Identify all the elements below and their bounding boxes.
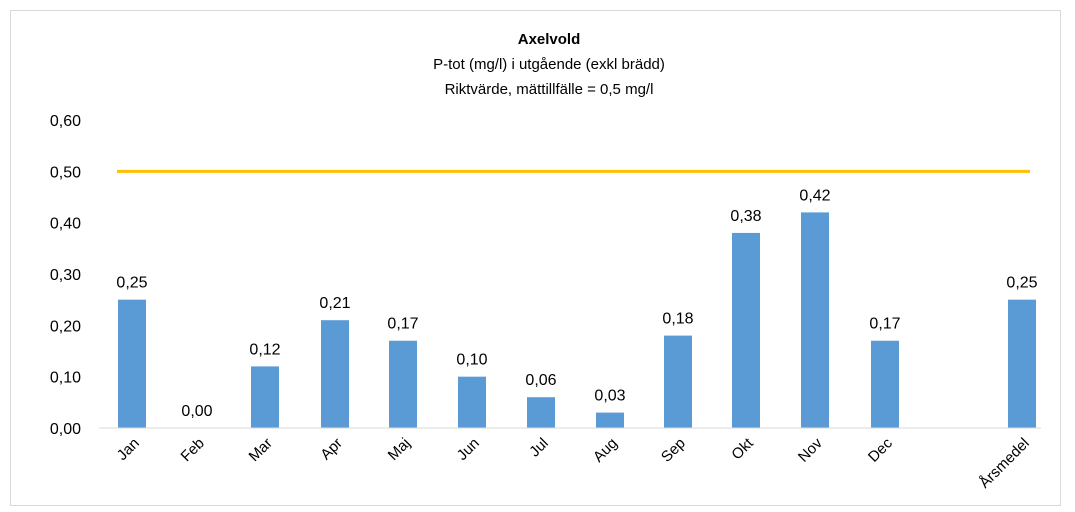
y-tick-label: 0,20 bbox=[50, 318, 81, 335]
data-label: 0,25 bbox=[116, 275, 147, 292]
chart-subtitle-line-1: P-tot (mg/l) i utgående (exkl brädd) bbox=[433, 56, 665, 73]
x-category-label: Nov bbox=[795, 434, 826, 465]
bar-chart: Axelvold P-tot (mg/l) i utgående (exkl b… bbox=[50, 31, 1041, 492]
x-category-label: Årsmedel bbox=[976, 435, 1033, 492]
data-label: 0,12 bbox=[249, 341, 280, 358]
x-category-label: Dec bbox=[865, 434, 896, 465]
x-category-label: Jan bbox=[114, 435, 143, 464]
x-category-label: Feb bbox=[178, 435, 208, 465]
data-label: 0,38 bbox=[730, 208, 761, 225]
y-tick-label: 0,60 bbox=[50, 113, 81, 130]
data-label: 0,42 bbox=[799, 187, 830, 204]
x-category-label: Apr bbox=[317, 435, 346, 464]
data-label: 0,21 bbox=[319, 295, 350, 312]
bar-okt bbox=[732, 232, 760, 428]
bar-jan bbox=[118, 299, 146, 428]
bar-dec bbox=[871, 340, 899, 428]
bar-apr bbox=[321, 320, 349, 428]
x-category-label: Jul bbox=[526, 435, 552, 461]
data-label: 0,18 bbox=[662, 311, 693, 328]
x-category-label: Sep bbox=[658, 435, 689, 466]
x-category-label: Mar bbox=[246, 435, 276, 465]
bar-series bbox=[118, 212, 1036, 428]
bar-nov bbox=[801, 212, 829, 428]
bar-jul bbox=[527, 397, 555, 428]
y-tick-label: 0,30 bbox=[50, 267, 81, 284]
data-label: 0,25 bbox=[1006, 275, 1037, 292]
chart-title: Axelvold bbox=[518, 31, 581, 48]
bar-mar bbox=[251, 366, 279, 428]
bar-sep bbox=[664, 335, 692, 428]
bar-maj bbox=[389, 340, 417, 428]
data-label: 0,00 bbox=[181, 403, 212, 420]
data-label: 0,06 bbox=[525, 372, 556, 389]
y-tick-label: 0,00 bbox=[50, 421, 81, 438]
bar-aug bbox=[596, 412, 624, 428]
x-axis-category-labels: Jan Feb Mar Apr Maj Jun Jul Aug Sep Okt Nov Dec Årsm… bbox=[114, 434, 1033, 491]
chart-frame: Axelvold P-tot (mg/l) i utgående (exkl b… bbox=[10, 10, 1061, 506]
bar-jun bbox=[458, 376, 486, 428]
data-label: 0,17 bbox=[869, 316, 900, 333]
x-category-label: Maj bbox=[385, 435, 414, 464]
y-tick-label: 0,50 bbox=[50, 164, 81, 181]
y-tick-label: 0,40 bbox=[50, 216, 81, 233]
data-label: 0,17 bbox=[387, 316, 418, 333]
y-tick-label: 0,10 bbox=[50, 370, 81, 387]
bar-årsmedel bbox=[1008, 299, 1036, 428]
data-labels: 0,25 0,00 0,12 0,21 0,17 0,10 0,06 0,03 0,18 0,38… bbox=[116, 187, 1037, 420]
chart-subtitle-line-2: Riktvärde, mättillfälle = 0,5 mg/l bbox=[445, 81, 654, 98]
x-category-label: Aug bbox=[590, 435, 621, 466]
data-label: 0,03 bbox=[594, 388, 625, 405]
data-label: 0,10 bbox=[456, 352, 487, 369]
x-category-label: Okt bbox=[728, 434, 757, 463]
y-axis-tick-labels: 0,00 0,10 0,20 0,30 0,40 0,50 0,60 bbox=[50, 113, 81, 438]
x-category-label: Jun bbox=[454, 435, 483, 464]
